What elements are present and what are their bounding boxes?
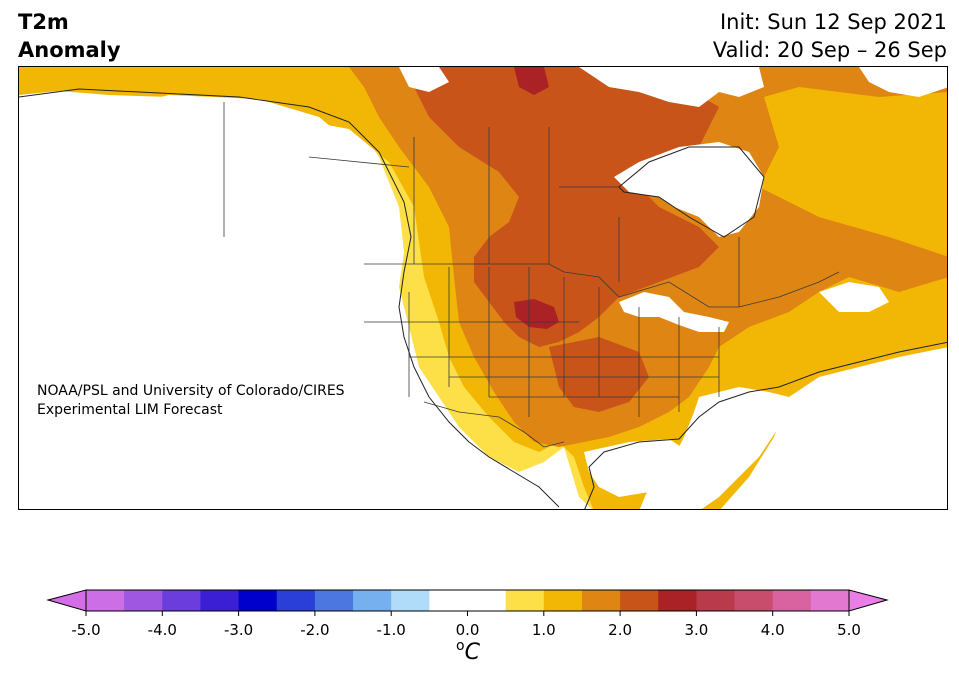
- colorbar-segment: [162, 590, 201, 611]
- colorbar-tick-label: 1.0: [531, 621, 556, 639]
- colorbar-segments: [86, 590, 850, 611]
- great-lakes: [619, 292, 729, 332]
- colorbar-tick-label: 2.0: [608, 621, 633, 639]
- colorbar-segment: [276, 590, 316, 611]
- colorbar-segment: [391, 590, 430, 611]
- colorbar-over-arrow: [848, 589, 889, 612]
- anomaly-map: [18, 66, 948, 510]
- arctic-water: [579, 67, 764, 107]
- canada-provinces: [308, 127, 740, 307]
- colorbar-segment: [772, 590, 812, 611]
- colorbar-segment: [734, 590, 774, 611]
- coastline: [19, 88, 947, 509]
- us-mexico-border: [423, 401, 565, 448]
- colorbar-segment: [86, 590, 125, 611]
- neutral-regions: [19, 67, 947, 509]
- colorbar-tick-label: -5.0: [71, 621, 101, 639]
- colorbar-segment: [658, 590, 697, 611]
- colorbar-tick-label: 0.0: [455, 621, 480, 639]
- colorbar-segment: [581, 590, 621, 611]
- forecast-dates: Init: Sun 12 Sep 2021 Valid: 20 Sep – 26…: [713, 8, 947, 64]
- us-states: [364, 267, 720, 417]
- credit-line1: NOAA/PSL and University of Colorado/CIRE…: [37, 383, 345, 399]
- colorbar-under-arrow: [46, 589, 87, 612]
- gulf-st-lawrence: [819, 282, 889, 312]
- colorbar-segment: [429, 590, 468, 611]
- title-line1: T2m: [18, 10, 69, 34]
- anomaly-region-2.5-3-arctic: [514, 67, 549, 95]
- political-boundaries: [223, 102, 840, 448]
- colorbar-segment: [810, 590, 850, 611]
- colorbar-segment: [696, 590, 736, 611]
- colorbar-tick-label: -2.0: [300, 621, 330, 639]
- colorbar-tick-label: 3.0: [684, 621, 709, 639]
- colorbar-segment: [505, 590, 545, 611]
- anomaly-region-2-2.5: [414, 67, 719, 347]
- colorbar-unit: oC: [456, 638, 480, 665]
- credit-text: NOAA/PSL and University of Colorado/CIRE…: [37, 382, 345, 420]
- map-canvas: [19, 67, 947, 509]
- arctic-channel: [399, 67, 449, 92]
- colorbar-segment: [200, 590, 240, 611]
- colorbar-segment: [620, 590, 659, 611]
- valid-range: Valid: 20 Sep – 26 Sep: [712, 38, 947, 62]
- colorbar-tick-label: -4.0: [147, 621, 177, 639]
- colorbar-segment: [543, 590, 583, 611]
- colorbar-segment: [353, 590, 392, 611]
- init-date: Init: Sun 12 Sep 2021: [719, 10, 947, 34]
- colorbar-tick-label: -3.0: [223, 621, 254, 639]
- credit-line2: Experimental LIM Forecast: [37, 402, 223, 418]
- alaska-interior: [59, 95, 359, 187]
- southeast-neutral: [639, 387, 789, 509]
- title-line2: Anomaly: [18, 38, 121, 62]
- colorbar-segment: [238, 590, 278, 611]
- anomaly-region-2.5-3-plains: [514, 299, 559, 329]
- atlantic: [720, 347, 947, 509]
- map-title: T2m Anomaly: [18, 8, 121, 64]
- colorbar-ticks: [85, 611, 850, 616]
- colorbar-segment: [124, 590, 163, 611]
- labrador-sea: [859, 67, 947, 97]
- gulf-of-mexico: [584, 439, 689, 497]
- west-coast-neutral: [19, 212, 538, 509]
- unit-degree-superscript: o: [456, 638, 465, 654]
- colorbar-tick-label: -1.0: [376, 621, 406, 639]
- us-canada-border: [364, 263, 840, 308]
- colorbar-segment: [314, 590, 354, 611]
- unit-letter: C: [464, 640, 480, 665]
- hudson-bay: [614, 142, 764, 237]
- colorbar-segment: [467, 590, 507, 611]
- colorbar-tick-label: 5.0: [837, 621, 861, 639]
- colorbar-tick-label: 4.0: [760, 621, 785, 639]
